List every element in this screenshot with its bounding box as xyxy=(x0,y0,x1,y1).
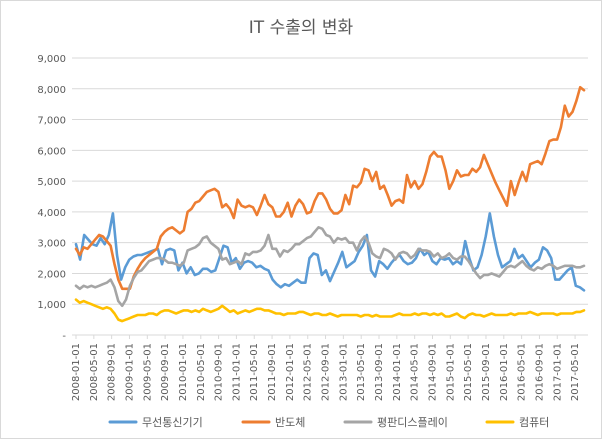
x-tick-label: 2010-01-01 xyxy=(178,343,189,401)
y-tick-label: 1,000 xyxy=(37,300,66,311)
x-tick-label: 2014-01-01 xyxy=(392,343,403,401)
gridlines xyxy=(72,57,588,336)
x-tick-label: 2012-09-01 xyxy=(321,343,332,401)
x-tick-label: 2008-01-01 xyxy=(71,343,82,401)
x-tick-label: 2011-05-01 xyxy=(249,343,260,401)
chart-title: IT 수출의 변화 xyxy=(249,18,354,38)
x-tick-label: 2013-01-01 xyxy=(338,343,349,401)
x-tick-label: 2016-05-01 xyxy=(517,343,528,401)
x-tick-label: 2016-01-01 xyxy=(499,343,510,401)
x-tick-label: 2016-09-01 xyxy=(534,343,545,401)
x-tick-label: 2014-09-01 xyxy=(427,343,438,401)
y-axis-ticks: - 1,000 2,000 3,000 4,000 5,000 6,000 7,000 8,00… xyxy=(37,54,66,342)
y-tick-label: - xyxy=(62,331,66,342)
x-tick-label: 2015-01-01 xyxy=(445,343,456,401)
x-tick-label: 2017-05-01 xyxy=(570,343,581,401)
x-tick-label: 2009-05-01 xyxy=(142,343,153,401)
legend-label: 반도체 xyxy=(275,416,305,429)
y-tick-label: 9,000 xyxy=(37,54,66,65)
x-tick-label: 2009-01-01 xyxy=(124,343,135,401)
y-tick-label: 7,000 xyxy=(37,116,66,127)
legend-label: 무선통신기기 xyxy=(142,416,203,429)
y-tick-label: 6,000 xyxy=(37,146,66,157)
x-tick-label: 2017-01-01 xyxy=(552,343,563,401)
y-tick-label: 5,000 xyxy=(37,177,66,188)
x-tick-label: 2015-05-01 xyxy=(463,343,474,401)
y-tick-label: 3,000 xyxy=(37,239,66,250)
x-tick-label: 2011-01-01 xyxy=(231,343,242,401)
x-tick-label: 2014-05-01 xyxy=(410,343,421,401)
legend-label: 컴퓨터 xyxy=(519,416,549,429)
series-line-컴퓨터 xyxy=(74,298,586,323)
y-tick-label: 4,000 xyxy=(37,208,66,219)
x-tick-label: 2009-09-01 xyxy=(160,343,171,401)
x-tick-label: 2008-09-01 xyxy=(107,343,118,401)
legend: 무선통신기기 반도체 평판디스플레이 컴퓨터 xyxy=(108,416,549,429)
x-tick-label: 2010-09-01 xyxy=(214,343,225,401)
x-tick-label: 2012-01-01 xyxy=(285,343,296,401)
legend-label: 평판디스플레이 xyxy=(377,416,448,429)
series-line-반도체 xyxy=(74,85,586,291)
x-tick-label: 2011-09-01 xyxy=(267,343,278,401)
x-tick-label: 2013-05-01 xyxy=(356,343,367,401)
y-tick-label: 8,000 xyxy=(37,85,66,96)
series-line-평판디스플레이 xyxy=(74,226,586,308)
y-tick-label: 2,000 xyxy=(37,269,66,280)
x-tick-label: 2008-05-01 xyxy=(89,343,100,401)
x-tick-label: 2013-09-01 xyxy=(374,343,385,401)
x-tick-label: 2012-05-01 xyxy=(303,343,314,401)
x-axis-ticks: 2008-01-01 2008-05-01 2008-09-01 2009-01-01… xyxy=(71,335,581,401)
x-tick-label: 2015-09-01 xyxy=(481,343,492,401)
x-tick-label: 2010-05-01 xyxy=(196,343,207,401)
series-lines xyxy=(74,85,586,323)
